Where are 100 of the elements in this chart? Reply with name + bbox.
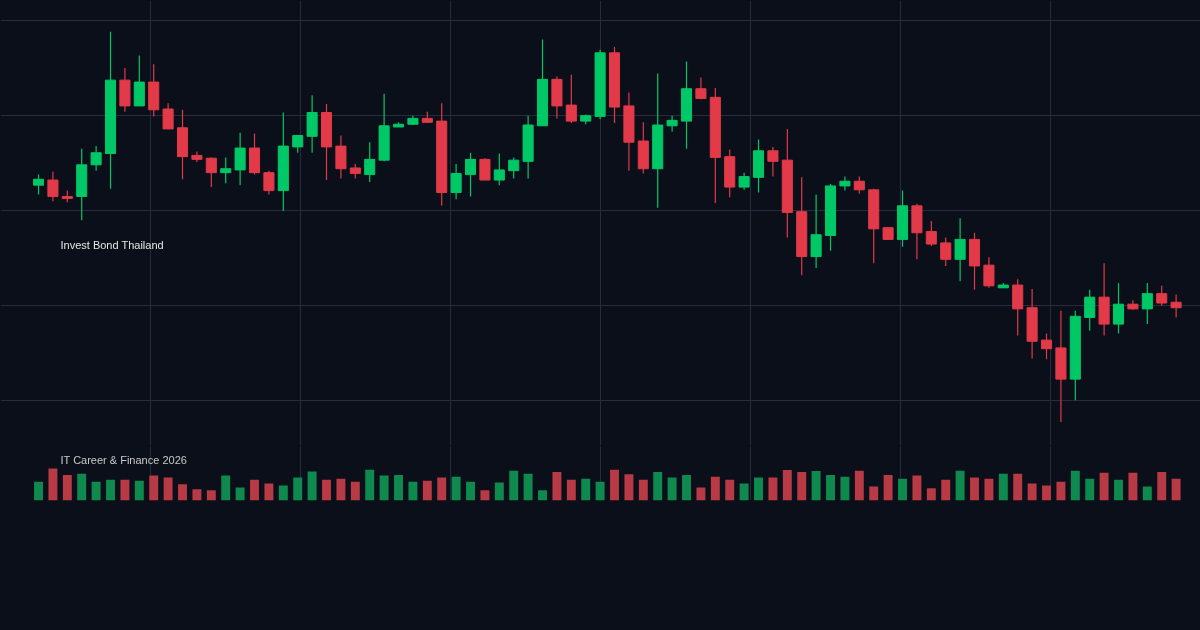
candlestick — [450, 163, 462, 200]
bar — [322, 479, 331, 501]
bar — [350, 481, 360, 501]
bar — [106, 479, 115, 501]
bar — [566, 479, 576, 501]
bar — [264, 483, 274, 501]
bar — [34, 481, 43, 501]
bar — [422, 480, 432, 501]
bar — [638, 479, 648, 501]
bar — [797, 472, 807, 501]
bar — [1056, 481, 1066, 501]
bar — [739, 483, 749, 501]
bar — [437, 477, 447, 501]
bar — [1042, 485, 1051, 501]
bar — [1114, 479, 1123, 501]
candlestick — [954, 217, 966, 282]
bar — [538, 490, 547, 501]
bar — [250, 479, 259, 501]
bar — [667, 477, 677, 501]
annotation: Invest Bond Thailand — [60, 238, 164, 251]
bar — [91, 481, 101, 501]
candlestick — [220, 156, 232, 184]
bar — [509, 470, 519, 501]
bar — [293, 477, 303, 501]
bar — [984, 478, 994, 501]
candlestick — [364, 141, 376, 183]
candlestick — [32, 174, 45, 196]
bar — [221, 475, 231, 501]
bar — [811, 471, 821, 501]
candlestick — [1012, 278, 1024, 337]
bar — [725, 479, 735, 501]
bar — [754, 477, 763, 501]
bar — [854, 470, 864, 501]
candlestick — [565, 74, 577, 124]
candlestick — [925, 220, 937, 247]
bar — [408, 481, 418, 501]
bar — [768, 477, 778, 501]
candlestick — [133, 54, 145, 107]
candlestick — [205, 156, 217, 188]
bar — [1070, 470, 1080, 501]
bar — [581, 478, 591, 501]
bar — [1085, 478, 1095, 501]
candlestick — [983, 256, 995, 289]
bar — [926, 488, 936, 501]
candlestick — [666, 115, 678, 133]
bar — [178, 484, 187, 501]
bar — [163, 477, 173, 501]
candlestick — [479, 157, 491, 181]
bar — [595, 481, 605, 501]
bar — [710, 476, 720, 501]
bar — [840, 476, 850, 501]
bar — [62, 474, 72, 501]
bar — [782, 470, 792, 501]
bar — [1142, 486, 1152, 501]
bar — [365, 469, 375, 501]
bar — [523, 473, 533, 501]
bar — [451, 476, 461, 501]
candlestick — [263, 170, 275, 196]
bar — [869, 486, 879, 501]
candlestick — [1170, 293, 1182, 319]
candlestick — [162, 102, 174, 130]
bar — [307, 471, 317, 501]
bar — [624, 474, 634, 501]
bar — [883, 474, 893, 501]
bar — [120, 479, 130, 501]
bar — [1027, 483, 1037, 501]
candlestick — [1040, 332, 1053, 360]
candlestick — [306, 94, 318, 154]
bar — [998, 473, 1008, 501]
bar — [466, 481, 475, 501]
bar — [1157, 472, 1167, 501]
candlestick — [234, 132, 246, 186]
bar — [970, 477, 979, 501]
bar — [826, 474, 835, 501]
bar — [912, 475, 922, 501]
bar — [134, 480, 144, 501]
bar — [610, 469, 619, 501]
bar — [48, 468, 58, 501]
candlestick — [1112, 282, 1125, 335]
bar — [1171, 478, 1181, 501]
candlestick — [464, 152, 477, 198]
bar — [653, 472, 663, 501]
candlestick — [1156, 285, 1168, 307]
bar — [898, 478, 907, 501]
candlestick — [839, 175, 851, 192]
candlestick — [940, 236, 952, 267]
bar — [480, 490, 490, 501]
bar — [552, 472, 562, 501]
bar — [696, 487, 706, 501]
text: IT Career & Finance 2026 — [60, 453, 187, 466]
bar — [1128, 472, 1138, 501]
candlestick — [810, 193, 822, 269]
candlestick — [508, 156, 520, 180]
bar — [394, 474, 403, 501]
bar — [1099, 472, 1109, 501]
candlestick — [47, 171, 59, 202]
bar — [336, 478, 346, 501]
bar — [235, 487, 245, 501]
bar — [1013, 473, 1023, 501]
bar — [77, 473, 87, 501]
